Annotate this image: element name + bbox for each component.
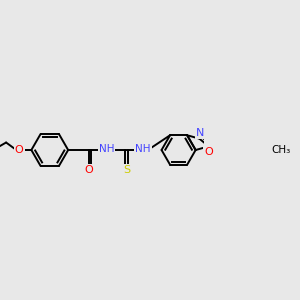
Text: CH₃: CH₃ [272, 145, 291, 155]
Text: NH: NH [135, 144, 151, 154]
Text: O: O [15, 145, 23, 155]
Text: S: S [123, 165, 130, 175]
Text: O: O [84, 165, 93, 175]
Text: NH: NH [99, 144, 114, 154]
Text: N: N [196, 128, 204, 138]
Text: O: O [204, 147, 213, 157]
